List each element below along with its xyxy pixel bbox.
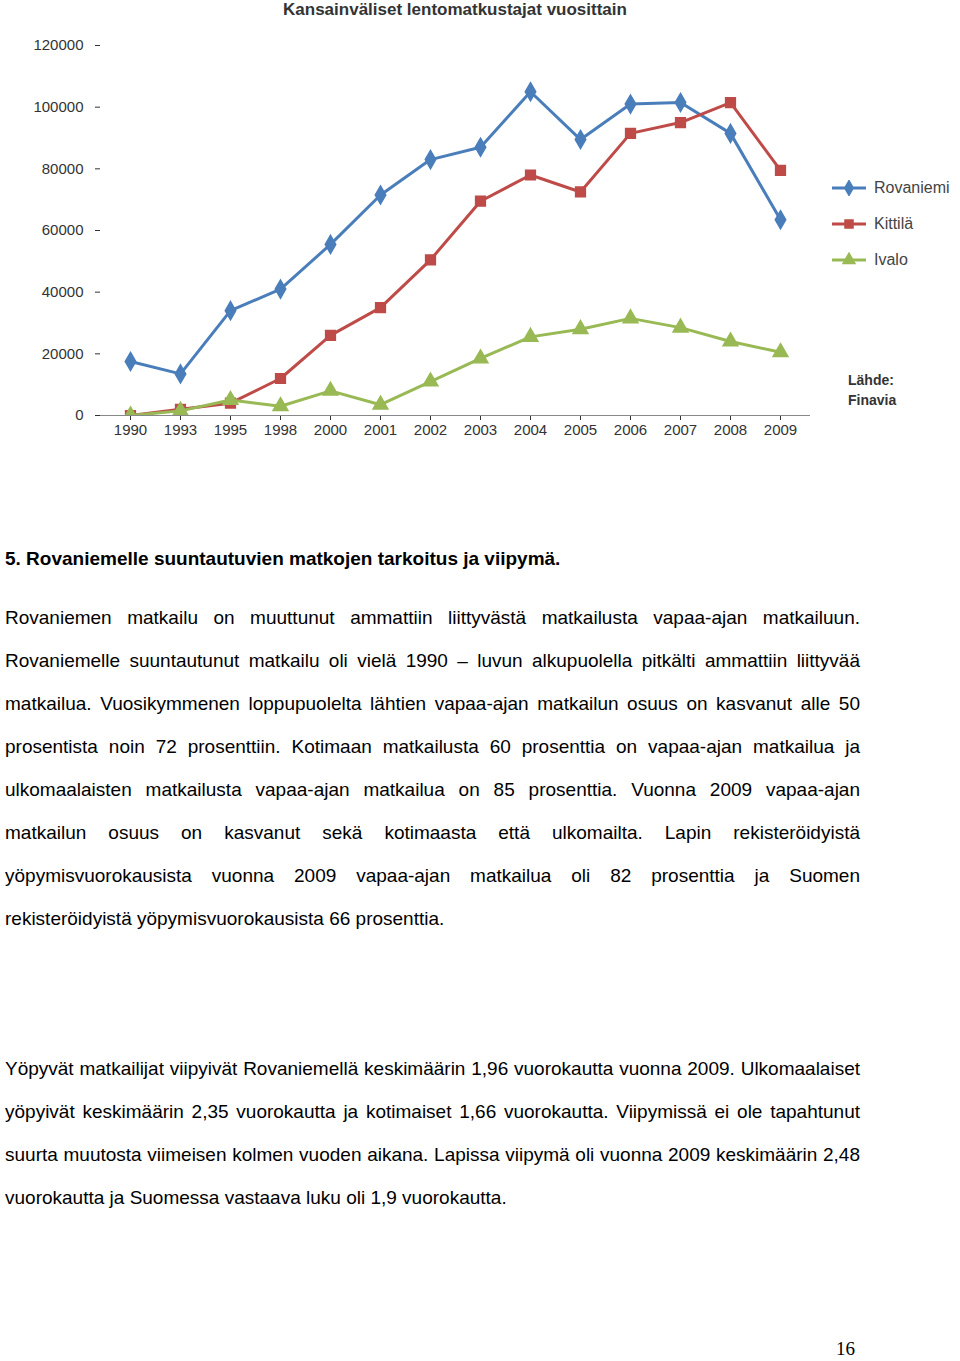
svg-text:2002: 2002	[414, 421, 447, 438]
svg-text:80000: 80000	[42, 160, 84, 177]
svg-text:2001: 2001	[364, 421, 397, 438]
svg-text:20000: 20000	[42, 345, 84, 362]
svg-text:2009: 2009	[764, 421, 797, 438]
html-text:16: 16	[836, 1338, 855, 1359]
html-text:5. Rovaniemelle suuntautuvien: 5. Rovaniemelle suuntautuvien matkojen t…	[5, 548, 561, 569]
svg-text:2007: 2007	[664, 421, 697, 438]
html-text:Ivalo: Ivalo	[874, 251, 908, 268]
html-text:Lähde: Finavia: Lähde: Finavia	[848, 372, 897, 408]
svg-text:2000: 2000	[314, 421, 347, 438]
svg-text:2006: 2006	[614, 421, 647, 438]
svg-text:1995: 1995	[214, 421, 247, 438]
html-text:Rovaniemen matkailu on muuttun: Rovaniemen matkailu on muuttunut ammatti…	[5, 607, 860, 929]
svg-text:2004: 2004	[514, 421, 547, 438]
svg-text:2008: 2008	[714, 421, 747, 438]
svg-text:1993: 1993	[164, 421, 197, 438]
svg-text:40000: 40000	[42, 283, 84, 300]
html-text:Kansainväliset lentomatkustaja: Kansainväliset lentomatkustajat vuositta…	[283, 0, 627, 19]
html-text:Rovaniemi: Rovaniemi	[874, 179, 950, 196]
svg-text:120000: 120000	[33, 36, 83, 53]
svg-text:60000: 60000	[42, 221, 84, 238]
svg-text:0: 0	[75, 406, 83, 423]
svg-text:1990: 1990	[114, 421, 147, 438]
svg-text:2005: 2005	[564, 421, 597, 438]
svg-text:2003: 2003	[464, 421, 497, 438]
html-text:Yöpyvät matkailijat viipyivät: Yöpyvät matkailijat viipyivät Rovaniemel…	[5, 1058, 860, 1208]
svg-text:100000: 100000	[33, 98, 83, 115]
html-text:Kittilä: Kittilä	[874, 215, 914, 232]
svg-text:1998: 1998	[264, 421, 297, 438]
